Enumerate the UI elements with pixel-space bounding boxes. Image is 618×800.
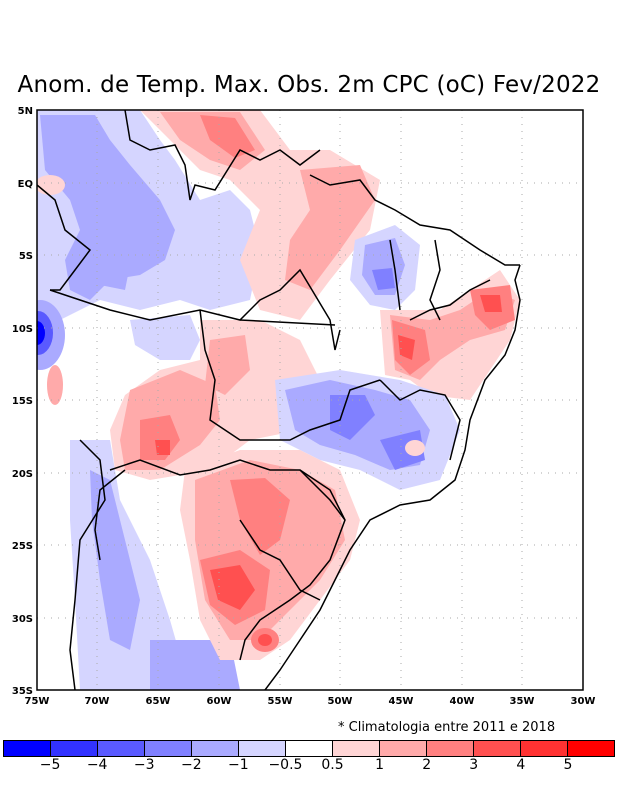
lat-axis: 5N EQ 5S 10S 15S 20S 25S 30S 35S [12, 106, 33, 697]
climatology-note: * Climatologia entre 2011 e 2018 [338, 720, 556, 735]
lon-tick-label: 40W [450, 696, 475, 707]
anomaly-blob [398, 335, 415, 360]
anomaly-blob [480, 295, 502, 312]
anomaly-blob [285, 165, 375, 290]
colorbar-swatch [4, 741, 51, 756]
anomaly-blob [330, 395, 375, 440]
anomaly-blob [155, 440, 170, 455]
colorbar-label: −0.5 [268, 757, 303, 773]
colorbar-swatch [521, 741, 568, 756]
plot-frame [36, 109, 584, 691]
colorbar-label: 2 [422, 757, 432, 773]
lon-tick-label: 45W [389, 696, 414, 707]
colorbar-swatch [51, 741, 98, 756]
colorbar-swatch [286, 741, 333, 756]
lat-tick-label: 10S [12, 324, 33, 335]
colorbar-label: 3 [469, 757, 479, 773]
anomaly-field [37, 110, 583, 690]
colorbar-label: −5 [39, 757, 61, 773]
anomaly-blob [362, 238, 405, 295]
lon-tick-label: 60W [207, 696, 232, 707]
anomaly-blob [47, 365, 63, 405]
colorbar-label: −2 [180, 757, 202, 773]
lat-tick-label: 15S [12, 396, 33, 407]
lat-tick-label: 25S [12, 541, 33, 552]
colorbar-swatch [239, 741, 286, 756]
anomaly-blob [95, 260, 130, 290]
anomaly-blob [258, 634, 272, 646]
lat-tick-label: 5S [19, 251, 33, 262]
country-state-borders [37, 110, 521, 690]
colorbar-label: 4 [516, 757, 526, 773]
lon-tick-label: 30W [571, 696, 596, 707]
colorbar-label: 1 [375, 757, 385, 773]
anomaly-map: 5N EQ 5S 10S 15S 20S 25S 30S 35S 75W 70W… [12, 106, 596, 707]
colorbar-label: −1 [228, 757, 249, 773]
colorbar-label: 0.5 [321, 757, 344, 773]
colorbar-swatch [98, 741, 145, 756]
colorbar-label: −4 [86, 757, 108, 773]
lat-tick-label: EQ [18, 179, 33, 190]
anomaly-blob [37, 321, 45, 345]
anomaly-blob [372, 268, 395, 290]
anomaly-blob [405, 440, 425, 456]
anomaly-blob [200, 115, 255, 158]
colorbar-swatch [474, 741, 521, 756]
colorbar-swatch [568, 741, 614, 756]
lon-tick-label: 50W [328, 696, 353, 707]
anomaly-blob [380, 430, 425, 470]
grid-lines [37, 110, 583, 690]
anomaly-blob [205, 335, 250, 395]
colorbar-labels: −5 −4 −3 −2 −1 −0.5 0.5 1 2 3 4 5 [0, 757, 618, 777]
colorbar-swatch [380, 741, 427, 756]
lon-tick-label: 35W [510, 696, 535, 707]
lat-tick-label: 20S [12, 469, 33, 480]
colorbar [3, 740, 615, 757]
lon-tick-label: 75W [25, 696, 50, 707]
lat-tick-label: 35S [12, 686, 33, 697]
lon-tick-label: 65W [146, 696, 171, 707]
anomaly-blob [40, 115, 175, 300]
lon-tick-label: 55W [268, 696, 293, 707]
anomaly-blob [90, 470, 140, 650]
anomaly-blob [37, 175, 65, 195]
colorbar-swatch [333, 741, 380, 756]
lat-tick-label: 5N [18, 106, 33, 117]
anomaly-blob [130, 315, 200, 360]
lon-tick-label: 70W [85, 696, 110, 707]
colorbar-swatch [145, 741, 192, 756]
colorbar-swatch [427, 741, 474, 756]
colorbar-swatch [192, 741, 239, 756]
lat-tick-label: 30S [12, 614, 33, 625]
anomaly-blob [230, 478, 290, 555]
colorbar-label: 5 [563, 757, 573, 773]
lon-axis: 75W 70W 65W 60W 55W 50W 45W 40W 35W 30W [25, 696, 596, 707]
anomaly-blob [210, 565, 255, 610]
colorbar-label: −3 [133, 757, 155, 773]
chart-title: Anom. de Temp. Max. Obs. 2m CPC (oC) Fev… [17, 72, 601, 98]
